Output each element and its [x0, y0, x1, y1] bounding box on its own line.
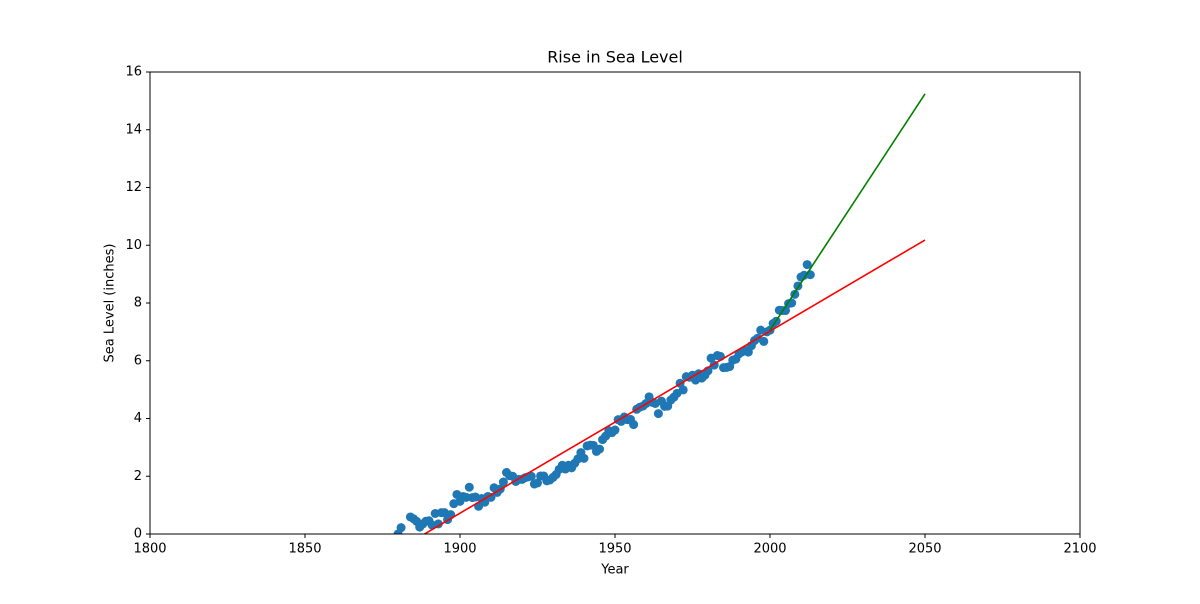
scatter-point [464, 482, 474, 492]
y-tick-label: 10 [125, 238, 142, 253]
x-tick-label: 2100 [1063, 542, 1096, 557]
scatter-point [781, 306, 790, 316]
x-tick-label: 1900 [443, 542, 476, 557]
x-tick-label: 1950 [598, 542, 631, 557]
scatter-point [396, 523, 406, 533]
plot-frame [149, 71, 1081, 535]
scatter-point [400, 542, 409, 551]
plot-area [393, 93, 926, 551]
x-tick-label: 2050 [908, 542, 941, 557]
fit-line [769, 93, 926, 331]
x-tick-label: 1800 [133, 542, 166, 557]
y-axis-label: Sea Level (inches) [103, 244, 118, 363]
scatter-point [498, 477, 508, 487]
scatter-point [403, 536, 412, 545]
scatter-point [533, 478, 542, 488]
scatter-point [759, 336, 769, 346]
y-tick-label: 2 [134, 469, 142, 484]
y-tick-label: 12 [125, 180, 142, 195]
y-tick-label: 16 [125, 65, 142, 80]
scatter-point [579, 453, 589, 463]
scatter-point [433, 519, 443, 529]
scatter-point [653, 409, 663, 419]
scatter-point [595, 444, 604, 454]
x-tick-label: 2000 [753, 542, 786, 557]
scatter-point [802, 260, 812, 270]
scatter-point [486, 492, 496, 502]
chart-title: Rise in Sea Level [547, 48, 683, 67]
scatter-point [678, 385, 688, 395]
x-tick-label: 1850 [288, 542, 321, 557]
y-tick-label: 0 [134, 527, 142, 542]
y-tick-label: 14 [125, 122, 142, 137]
y-tick-label: 6 [134, 353, 142, 368]
fit-line [422, 239, 926, 534]
y-tick-label: 8 [134, 296, 142, 311]
scatter-point [526, 471, 536, 481]
y-tick-label: 4 [134, 411, 142, 426]
scatter-point [629, 420, 639, 430]
x-axis-label: Year [600, 563, 629, 578]
scatter-point [610, 425, 620, 435]
